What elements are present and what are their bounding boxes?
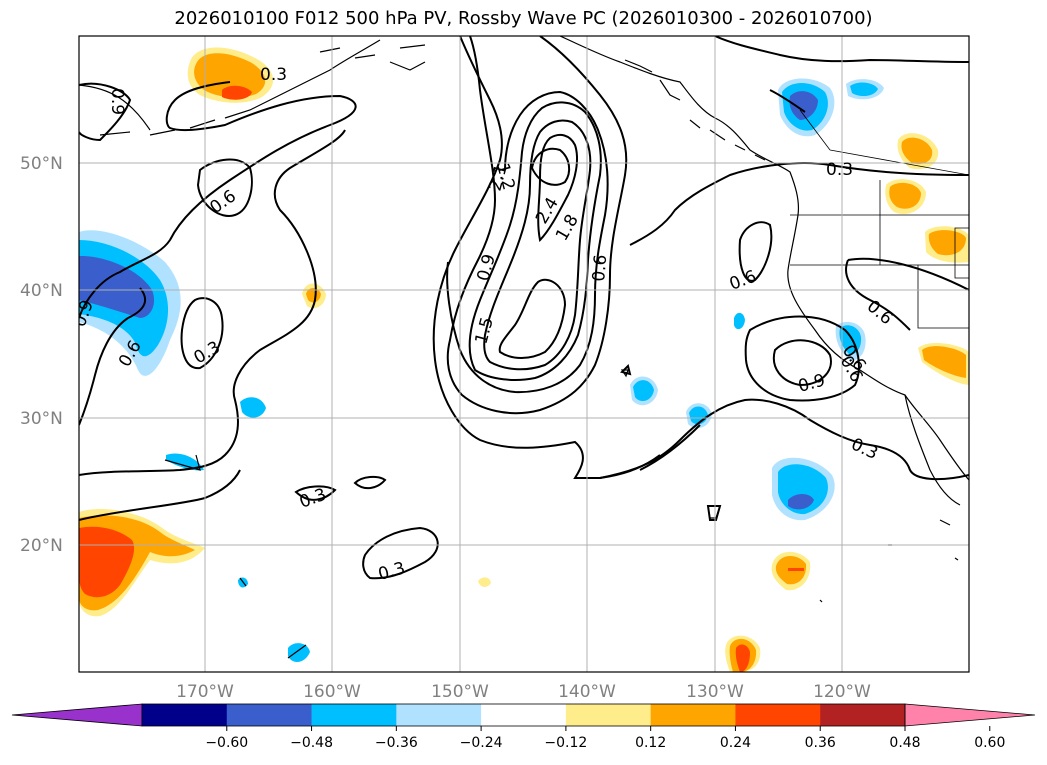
lon-label-130w: 130°W: [686, 682, 744, 702]
colorbar-swatch: [311, 704, 397, 726]
lat-label-20n: 20°N: [20, 536, 63, 556]
pv-contours: [79, 36, 969, 580]
map-frame: [78, 35, 970, 673]
longitude-labels: 170°W 160°W 150°W 140°W 130°W 120°W: [176, 682, 871, 702]
colorbar-swatch: [481, 704, 567, 726]
contour-label: 0.9: [107, 88, 127, 115]
map-title: 2026010100 F012 500 hPa PV, Rossby Wave …: [174, 8, 873, 29]
colorbar-tick-label: −0.48: [290, 735, 333, 751]
lon-label-170w: 170°W: [176, 682, 234, 702]
colorbar-swatch: [396, 704, 482, 726]
colorbar-swatch: [226, 704, 313, 726]
lon-label-140w: 140°W: [558, 682, 616, 702]
lon-label-160w: 160°W: [303, 682, 361, 702]
colorbar-tick-label: 0.48: [889, 735, 920, 751]
colorbar-swatch: [565, 704, 652, 726]
colorbar-tick-label: −0.60: [205, 735, 248, 751]
colorbar-extension-high: [904, 703, 1036, 727]
contour-label: 0.3: [826, 160, 853, 180]
colorbar-tick-label: 0.36: [805, 735, 836, 751]
contour-label: 0.6: [589, 254, 611, 283]
colorbar-extension-low: [11, 703, 143, 727]
colorbar-swatch: [142, 704, 228, 726]
lon-label-120w: 120°W: [813, 682, 871, 702]
colorbar-swatch: [650, 704, 736, 726]
colorbar-tick-label: 0.24: [720, 735, 751, 751]
pv-shading: [79, 47, 969, 672]
coastlines: [79, 36, 969, 659]
latitude-labels: 50°N 40°N 30°N 20°N: [20, 154, 63, 556]
colorbar-swatch: [735, 704, 821, 726]
lon-label-150w: 150°W: [431, 682, 489, 702]
colorbar-tick-label: 0.12: [635, 735, 666, 751]
colorbar-tick-label: 0.60: [974, 735, 1005, 751]
lat-label-50n: 50°N: [20, 154, 63, 174]
colorbar: −0.60 −0.48 −0.36 −0.24 −0.12 0.12 0.24 0.36 0.4…: [11, 703, 1036, 751]
lat-label-30n: 30°N: [20, 409, 63, 429]
gridlines: [79, 36, 969, 672]
colorbar-tick-label: −0.24: [460, 735, 503, 751]
lat-label-40n: 40°N: [20, 281, 63, 301]
colorbar-tick-label: −0.36: [375, 735, 418, 751]
contour-label: 0.3: [260, 65, 287, 85]
colorbar-swatch: [820, 704, 906, 726]
colorbar-outline: [141, 703, 906, 727]
colorbar-tick-label: −0.12: [544, 735, 587, 751]
